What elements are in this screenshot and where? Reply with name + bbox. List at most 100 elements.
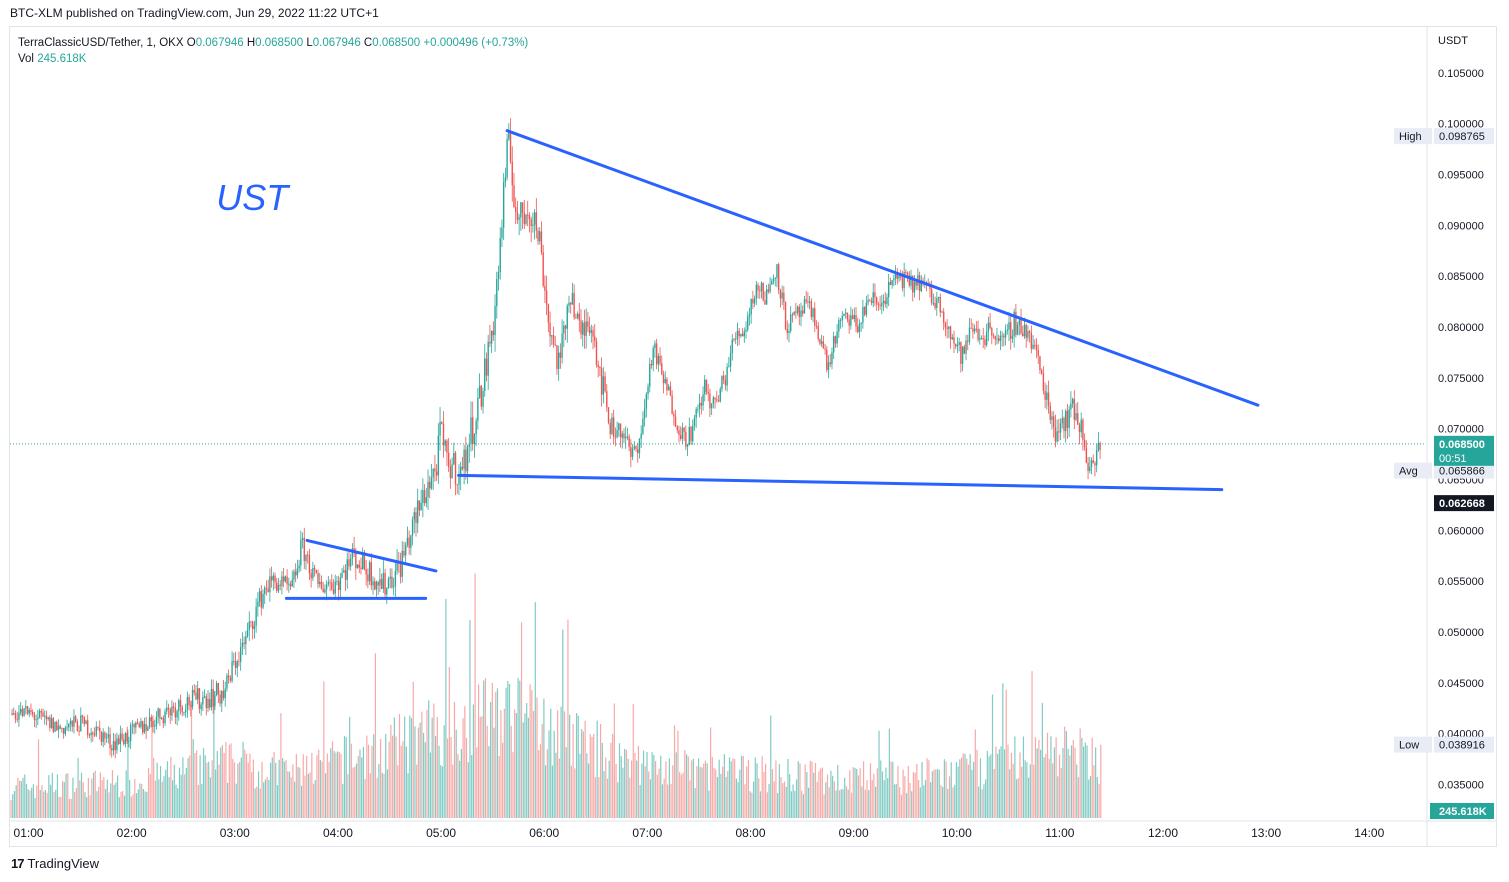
volume-bar [230, 743, 232, 818]
volume-bar [598, 777, 600, 818]
volume-bar [811, 761, 813, 818]
candle-body [78, 730, 80, 732]
price-tick-label: 0.085000 [1438, 271, 1484, 283]
volume-bar [393, 717, 395, 818]
volume-bar [182, 757, 184, 818]
volume-bar [282, 758, 284, 818]
candle-body [183, 712, 185, 713]
candle-body [470, 417, 472, 444]
volume-bar [668, 758, 670, 818]
candle-body [769, 284, 771, 292]
candle-body [635, 446, 637, 450]
candle-body [977, 328, 979, 340]
volume-bar [1050, 736, 1052, 818]
volume-bar [1081, 737, 1083, 818]
candle-body [690, 426, 692, 442]
candle-body [887, 281, 890, 298]
volume-bar [532, 711, 535, 818]
volume-bar [672, 765, 674, 818]
volume-bar [761, 756, 763, 818]
volume-bar [857, 775, 860, 818]
volume-bar [612, 733, 614, 818]
volume-bar [777, 793, 779, 818]
candle-body [731, 339, 733, 354]
volume-bar [706, 763, 708, 818]
volume-bar [1072, 740, 1074, 818]
candle-body [982, 338, 984, 340]
volume-bar [1040, 749, 1042, 818]
volume-bar [976, 749, 978, 818]
candle-body [525, 214, 527, 224]
volume-bar [1027, 777, 1030, 818]
trendline-1[interactable] [305, 538, 438, 573]
candle-body [704, 379, 706, 395]
volume-bar [285, 759, 287, 818]
candle-body [760, 282, 763, 292]
volume-bar [489, 702, 492, 818]
volume-bar [572, 724, 574, 818]
volume-bar [321, 761, 323, 818]
volume-bar [966, 758, 968, 818]
candle-body [374, 581, 376, 590]
candle-body [640, 433, 642, 439]
candle-body [102, 732, 104, 742]
candle-body [753, 298, 756, 304]
candle-body [336, 581, 338, 582]
price-tick-label: 0.070000 [1438, 424, 1484, 436]
candle-body [155, 716, 158, 726]
candle-body [408, 537, 410, 548]
tradingview-brand[interactable]: 17 TradingView [11, 856, 99, 871]
volume-bar [99, 772, 102, 818]
candle-body [999, 335, 1002, 342]
volume-bar [517, 677, 519, 818]
candle-body [126, 732, 128, 742]
volume-bar [1048, 758, 1050, 818]
volume-bar [567, 619, 569, 818]
candle-body [671, 395, 673, 414]
candle-body [989, 322, 991, 328]
candle-body [810, 301, 813, 317]
volume-bar [288, 771, 291, 818]
candle-body [288, 583, 290, 585]
candle-body [740, 333, 742, 337]
volume-bar [441, 766, 444, 818]
volume-bar [952, 787, 954, 818]
candle-body [389, 576, 391, 579]
candle-body [815, 325, 818, 327]
volume-bar [684, 750, 686, 818]
candle-body [124, 732, 127, 745]
candle-body [1071, 398, 1074, 404]
candle-body [429, 481, 431, 489]
candle-body [279, 584, 281, 586]
time-tick-label: 14:00 [1354, 826, 1384, 840]
candle-body [1006, 329, 1008, 331]
volume-bar [990, 754, 992, 818]
volume-bar [510, 725, 512, 818]
candle-body [826, 349, 828, 371]
candle-body [970, 327, 972, 329]
candle-body [435, 471, 438, 476]
candle-body [341, 572, 343, 578]
candle-body [891, 280, 893, 286]
volume-bar [553, 730, 555, 818]
volume-bar [627, 758, 629, 818]
candle-body [286, 576, 288, 585]
trendline-3[interactable] [457, 473, 1224, 492]
volume-bar [740, 755, 743, 818]
candle-body [698, 402, 701, 409]
volume-bar [192, 739, 194, 818]
volume-bar [491, 682, 493, 818]
volume-bar [404, 716, 406, 818]
volume-bar [453, 701, 456, 818]
candle-body [862, 306, 864, 323]
volume-bar [632, 703, 634, 818]
volume-bar [655, 761, 657, 818]
trendline-4[interactable] [505, 129, 1260, 407]
volume-bar [665, 761, 667, 818]
candle-body [265, 587, 268, 589]
price-tick-label: 0.100000 [1438, 119, 1484, 131]
candle-body [623, 433, 625, 439]
volume-bar [355, 763, 358, 818]
candle-body [657, 355, 660, 365]
